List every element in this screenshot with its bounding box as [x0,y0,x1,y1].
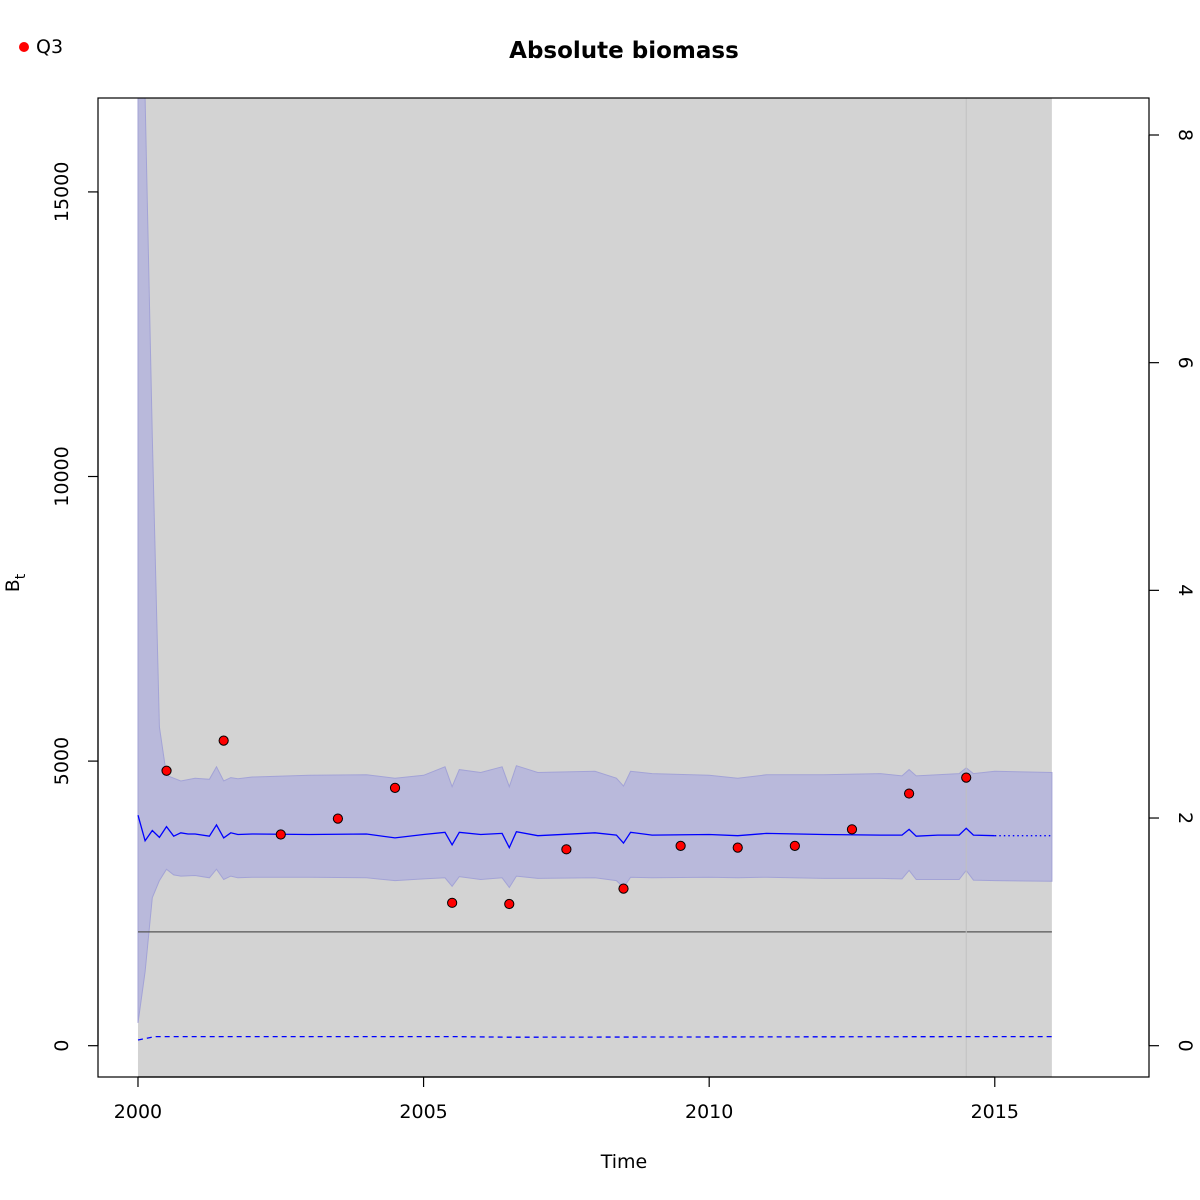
observation-point [961,772,972,783]
legend: Q3 [19,36,63,58]
x-axis: 2000 2005 2010 2015 [114,1076,1019,1123]
chart-title: Absolute biomass [509,38,739,64]
observation-point [161,765,172,776]
observation-point [618,883,629,894]
observation-point [504,898,515,910]
observation-points [161,735,972,910]
plot-area [97,97,1150,1078]
y-axis-right: 0 2 4 6 8 [1148,129,1196,1052]
y2-tick-label: 8 [1174,129,1196,141]
y-tick-label: 15000 [51,162,73,222]
observation-point [789,840,800,852]
y2-tick-label: 4 [1174,584,1196,596]
secondary-dashed-line [137,1035,1052,1041]
observation-point [218,735,229,746]
confidence-band [137,97,1053,1023]
x-tick-label: 2005 [399,1101,447,1123]
y-axis-left: 0 5000 10000 15000 [51,162,99,1052]
y2-tick-label: 6 [1174,357,1196,369]
x-tick-label: 2000 [114,1101,162,1123]
y-axis-title: Bt [2,573,29,592]
observation-point [332,813,344,824]
legend-label: Q3 [36,36,63,58]
observation-point [903,788,915,799]
x-tick-label: 2010 [685,1101,733,1123]
observation-point [389,782,401,793]
observation-point [846,824,858,835]
observation-point [675,840,686,852]
y-tick-label: 0 [51,1040,73,1052]
legend-marker [19,42,29,52]
x-tick-label: 2015 [971,1101,1019,1123]
y-tick-label: 10000 [51,446,73,506]
y-tick-label: 5000 [51,737,73,785]
observation-point [732,842,743,853]
y2-tick-label: 2 [1174,812,1196,824]
observation-point [561,844,572,855]
y2-tick-label: 0 [1174,1040,1196,1052]
biomass-estimate-line [137,815,995,850]
observation-point [447,897,458,908]
x-axis-title: Time [600,1151,648,1173]
observation-point [275,829,286,840]
background-region [137,98,1052,1077]
